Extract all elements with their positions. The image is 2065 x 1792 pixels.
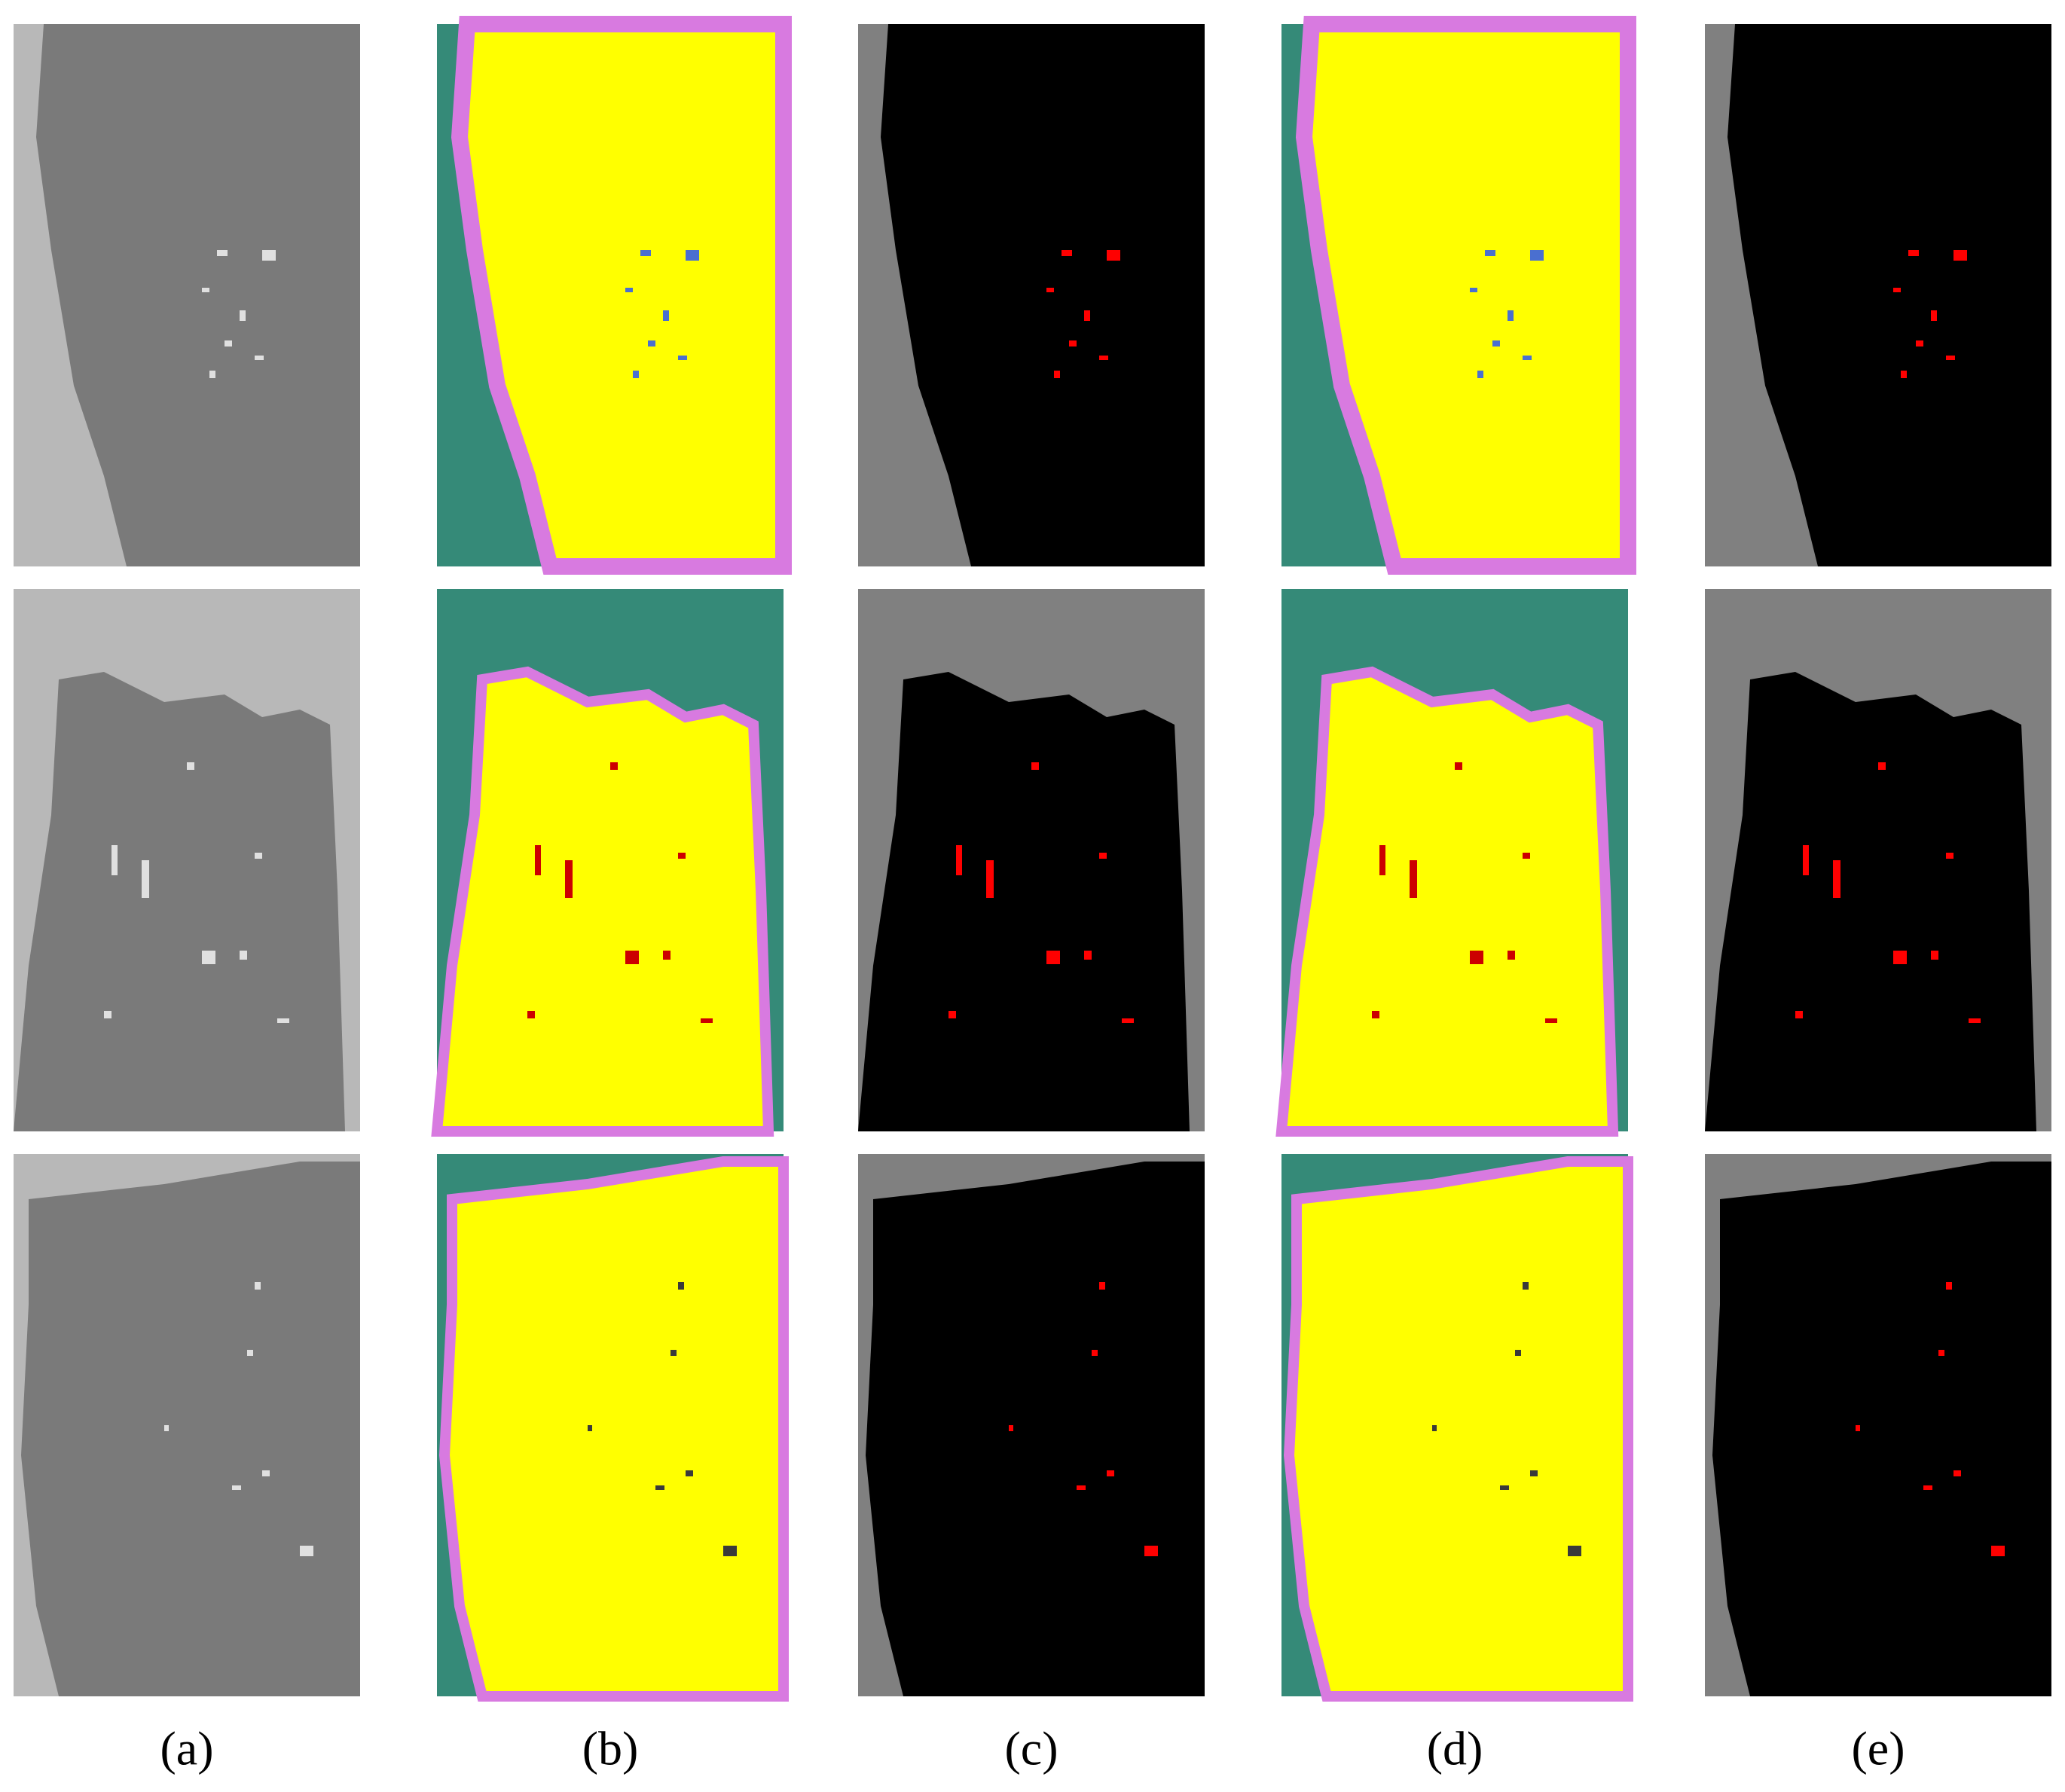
panel: [14, 589, 360, 1131]
panel: [437, 1154, 784, 1696]
panel: [1705, 1154, 2051, 1696]
panel: [1281, 589, 1628, 1131]
panel: [14, 24, 360, 566]
panel-label: (c): [1004, 1722, 1058, 1775]
panel: [437, 24, 784, 566]
panel-label: (a): [160, 1722, 213, 1775]
panel-label: (d): [1427, 1722, 1483, 1775]
panels: [14, 24, 2051, 1696]
panel-label: (e): [1851, 1722, 1905, 1775]
panel: [858, 589, 1205, 1131]
panel-label: (b): [582, 1722, 639, 1775]
panel: [437, 589, 784, 1131]
panel: [858, 1154, 1205, 1696]
panel: [14, 1154, 360, 1696]
panel: [858, 24, 1205, 566]
panel: [1705, 24, 2051, 566]
panel: [1705, 589, 2051, 1131]
panel: [1281, 1154, 1628, 1696]
panel: [1281, 24, 1628, 566]
